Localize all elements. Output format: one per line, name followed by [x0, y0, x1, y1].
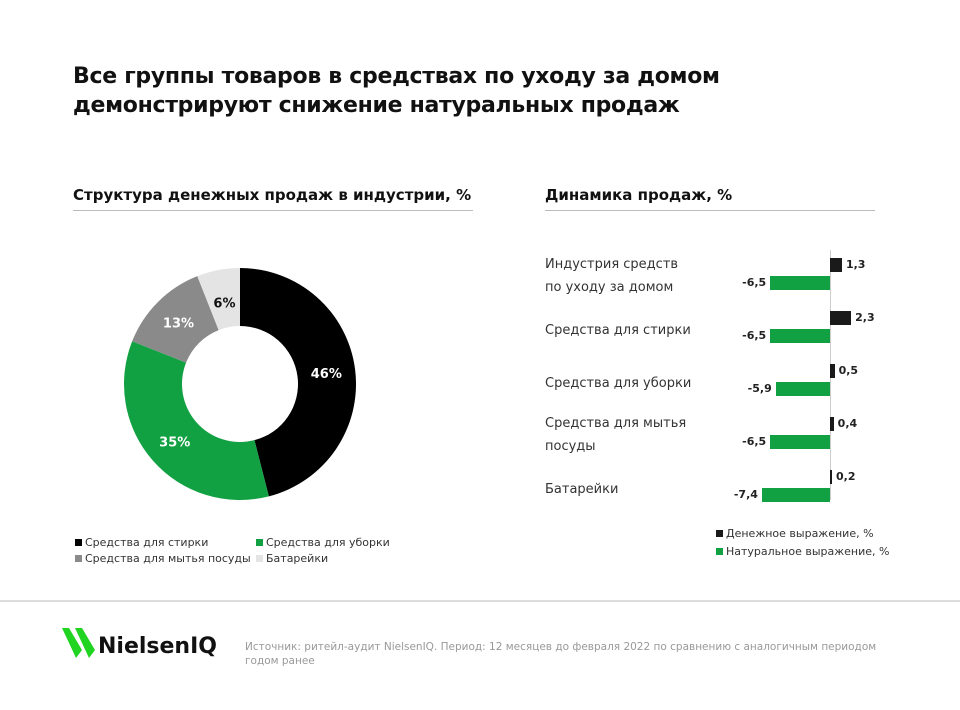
- bar-data-label: 0,4: [837, 417, 858, 430]
- legend-label: Средства для уборки: [266, 536, 390, 549]
- bar-chart-title: Динамика продаж, %: [545, 186, 733, 204]
- title-line-2: демонстрируют снижение натуральных прода…: [73, 93, 680, 118]
- donut-slice: [124, 341, 269, 500]
- bar-data-label: 0,2: [836, 470, 856, 483]
- donut-slice-label: 46%: [311, 367, 342, 382]
- donut-slice: [240, 268, 356, 497]
- source-note: Источник: ритейл-аудит NielsenIQ. Период…: [245, 641, 877, 667]
- category-label: Батарейки: [545, 478, 618, 501]
- donut-slice: [132, 276, 219, 363]
- bar-data-label: -5,9: [747, 382, 772, 395]
- legend-item: Средства для мытья посуды: [75, 552, 251, 565]
- bar-data-label: 2,3: [855, 311, 875, 324]
- legend-swatch: [256, 539, 263, 546]
- volume-bar: [770, 329, 830, 343]
- divider: [73, 210, 473, 211]
- bar-data-label: -6,5: [742, 329, 767, 342]
- legend-label: Батарейки: [266, 552, 329, 565]
- volume-bar: [761, 488, 830, 502]
- legend-label: Натуральное выражение, %: [726, 545, 890, 558]
- donut-slice-label: 6%: [213, 296, 235, 311]
- bar-data-label: 0,5: [838, 364, 859, 377]
- category-label-line: посуды: [545, 439, 596, 454]
- value-bar: [830, 417, 834, 431]
- category-label-line: Батарейки: [545, 482, 619, 497]
- legend-label: Средства для стирки: [85, 536, 209, 549]
- value-bar: [830, 364, 835, 378]
- category-label: Средства для стирки: [545, 319, 691, 342]
- bar-data-label: -6,5: [742, 276, 767, 289]
- title-line-1: Все группы товаров в средствах по уходу …: [73, 64, 720, 89]
- category-label-line: по уходу за домом: [545, 280, 674, 295]
- category-label-line: Индустрия средств: [545, 257, 679, 272]
- slide-title: Все группы товаров в средствах по уходу …: [73, 62, 720, 120]
- category-label: Средства для мытья посуды: [545, 412, 686, 458]
- legend-swatch: [716, 530, 723, 537]
- brand-logo: NielsenIQ: [98, 634, 217, 659]
- category-label: Средства для уборки: [545, 372, 691, 395]
- donut-slice-label: 13%: [163, 316, 194, 331]
- volume-bar: [770, 276, 830, 290]
- legend-swatch: [256, 555, 263, 562]
- legend-item: Средства для стирки: [75, 536, 208, 549]
- bar-data-label: 1,3: [845, 258, 866, 271]
- volume-bar: [775, 382, 830, 396]
- legend-swatch: [716, 548, 723, 555]
- legend-item: Батарейки: [256, 552, 328, 565]
- category-label: Индустрия средств по уходу за домом: [545, 253, 678, 299]
- legend-label: Денежное выражение, %: [726, 527, 874, 540]
- nielseniq-logo-icon: [62, 628, 95, 658]
- legend-label: Средства для мытья посуды: [85, 552, 251, 565]
- donut-slice-label: 35%: [159, 436, 190, 451]
- volume-bar: [770, 435, 830, 449]
- value-bar: [830, 258, 842, 272]
- value-bar: [830, 311, 852, 325]
- bar-data-label: -6,5: [742, 435, 767, 448]
- legend-item: Средства для уборки: [256, 536, 390, 549]
- legend-item: Денежное выражение, %: [716, 527, 874, 540]
- category-label-line: Средства для уборки: [545, 376, 692, 391]
- legend-swatch: [75, 539, 82, 546]
- value-bar: [830, 470, 832, 484]
- category-label-line: Средства для мытья: [545, 416, 687, 431]
- donut-slice: [197, 268, 240, 331]
- divider: [545, 210, 875, 211]
- legend-swatch: [75, 555, 82, 562]
- donut-chart-title: Структура денежных продаж в индустрии, %: [73, 186, 472, 204]
- legend-item: Натуральное выражение, %: [716, 545, 889, 558]
- footer-divider: [0, 600, 960, 602]
- bar-data-label: -7,4: [733, 488, 758, 501]
- category-label-line: Средства для стирки: [545, 323, 691, 338]
